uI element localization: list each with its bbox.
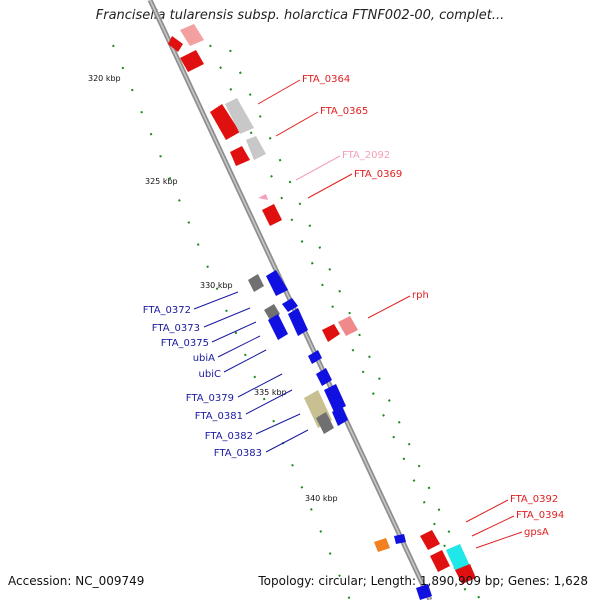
gene-label-fta-0369: FTA_0369 [354, 169, 402, 180]
gene-label-fta-0379: FTA_0379 [186, 393, 234, 404]
gene-feature [210, 104, 240, 140]
gene-feature [282, 298, 298, 312]
gene-feature [455, 564, 476, 584]
ruler-label: 320 kbp [88, 74, 121, 83]
gene-feature [248, 274, 264, 292]
gene-feature [394, 534, 406, 544]
gene-feature [338, 316, 358, 336]
gene-label-fta-0373: FTA_0373 [152, 323, 200, 334]
gene-feature [262, 204, 282, 226]
gene-feature [446, 544, 470, 572]
gene-label-ubia: ubiA [193, 353, 215, 364]
gene-feature [308, 350, 322, 364]
ruler-label: 330 kbp [200, 281, 233, 290]
gene-label-fta-0381: FTA_0381 [195, 411, 243, 422]
gene-feature [268, 314, 288, 340]
gene-feature [230, 146, 250, 166]
gene-feature [168, 36, 183, 52]
gene-feature [332, 406, 348, 426]
gene-label-fta-0372: FTA_0372 [143, 305, 191, 316]
ruler-label: 325 kbp [145, 177, 178, 186]
gene-feature [225, 98, 254, 134]
ruler-labels: 320 kbp 325 kbp 330 kbp 335 kbp 340 kbp [88, 74, 338, 503]
ruler-label: 340 kbp [305, 494, 338, 503]
gene-label-fta-0383: FTA_0383 [214, 448, 262, 459]
gene-feature [258, 194, 268, 200]
gene-label-fta-0382: FTA_0382 [205, 431, 253, 442]
accession-text: Accession: NC_009749 [8, 574, 145, 588]
gene-label-fta-0375: FTA_0375 [161, 338, 209, 349]
left-gene-labels[interactable]: FTA_0372 FTA_0373 FTA_0375 ubiA ubiC FTA… [143, 305, 262, 459]
gene-feature [246, 136, 266, 160]
gene-feature [374, 538, 390, 552]
gene-feature [288, 308, 308, 336]
gene-label-fta-2092: FTA_2092 [342, 150, 390, 161]
gene-feature [322, 324, 340, 342]
gene-label-fta-0392: FTA_0392 [510, 494, 558, 505]
left-label-leaders [193, 291, 309, 453]
reverse-strand-genes[interactable] [248, 270, 432, 600]
gene-label-gpsa: gpsA [524, 527, 549, 538]
right-label-leaders [257, 79, 523, 549]
gene-label-fta-0364: FTA_0364 [302, 74, 350, 85]
gene-label-rph: rph [412, 290, 429, 301]
ruler-label: 335 kbp [254, 388, 287, 397]
gene-label-fta-0394: FTA_0394 [516, 510, 564, 521]
forward-strand-genes[interactable] [168, 24, 476, 584]
gene-feature [416, 584, 432, 600]
right-gene-labels[interactable]: FTA_0364 FTA_0365 FTA_2092 FTA_0369 rph … [302, 74, 564, 538]
gene-feature [316, 368, 332, 386]
gene-label-fta-0365: FTA_0365 [320, 106, 368, 117]
gene-feature [420, 530, 440, 550]
map-title: Francisella tularensis subsp. holarctica… [95, 8, 505, 23]
gene-feature [430, 550, 450, 572]
gene-feature [180, 50, 204, 72]
gene-label-ubic: ubiC [199, 369, 221, 380]
gene-feature [266, 270, 288, 296]
gene-feature [180, 24, 204, 46]
gene-feature [316, 412, 334, 434]
gene-feature [324, 384, 346, 412]
genome-stats-text: Topology: circular; Length: 1,890,909 bp… [258, 574, 588, 588]
